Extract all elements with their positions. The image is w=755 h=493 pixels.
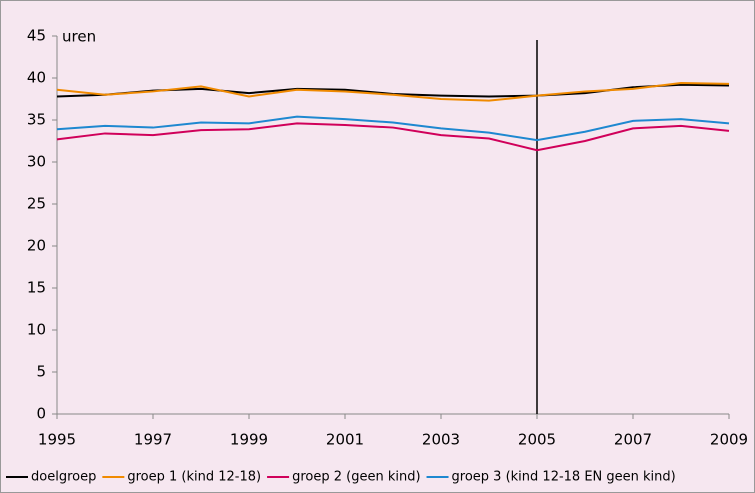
x-tick-label: 1999: [230, 431, 268, 449]
x-tick-label: 2001: [326, 431, 364, 449]
y-tick-label: 15: [27, 279, 46, 297]
legend-label: groep 3 (kind 12-18 EN geen kind): [452, 470, 676, 485]
legend-label: groep 1 (kind 12-18): [127, 470, 261, 485]
y-tick-label: 35: [27, 111, 46, 129]
y-tick-label: 45: [27, 27, 46, 45]
legend-label: doelgroep: [31, 470, 96, 485]
y-tick-label: 5: [36, 363, 46, 381]
x-tick-label: 1995: [38, 431, 76, 449]
series-line: [56, 122, 730, 152]
x-tick-label: 2007: [614, 431, 652, 449]
y-tick-label: 30: [27, 153, 46, 171]
y-tick-label: 40: [27, 69, 46, 87]
legend-label: groep 2 (geen kind): [292, 470, 420, 485]
y-tick-label: 0: [36, 405, 46, 423]
y-tick-label: 25: [27, 195, 46, 213]
x-tick-label: 1997: [134, 431, 172, 449]
y-tick-label: 20: [27, 237, 46, 255]
y-axis-label: uren: [62, 28, 96, 46]
x-tick-label: 2005: [518, 431, 556, 449]
series-line: [56, 82, 730, 102]
y-tick-label: 10: [27, 321, 46, 339]
x-tick-label: 2009: [710, 431, 748, 449]
x-tick-label: 2003: [422, 431, 460, 449]
series-line: [56, 115, 730, 142]
